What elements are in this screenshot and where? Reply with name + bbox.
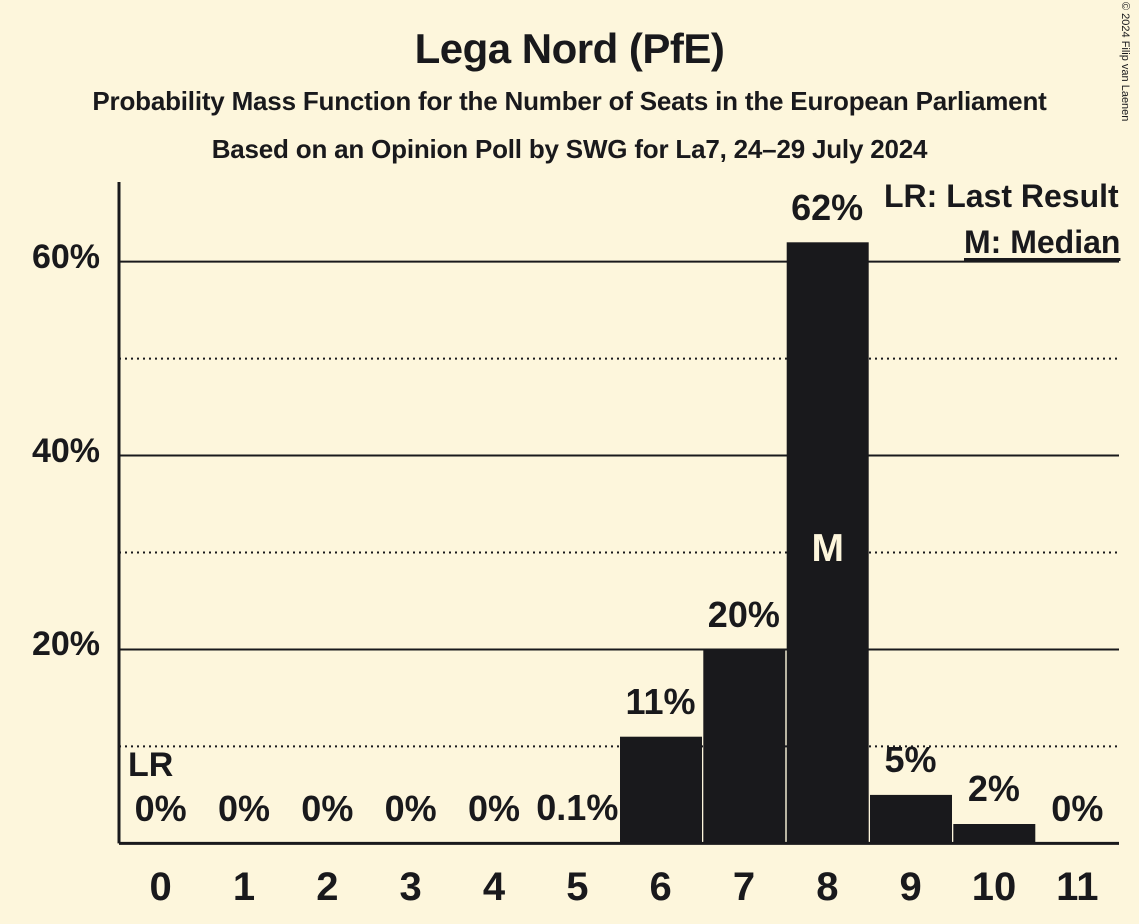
svg-text:M: M — [811, 527, 844, 570]
